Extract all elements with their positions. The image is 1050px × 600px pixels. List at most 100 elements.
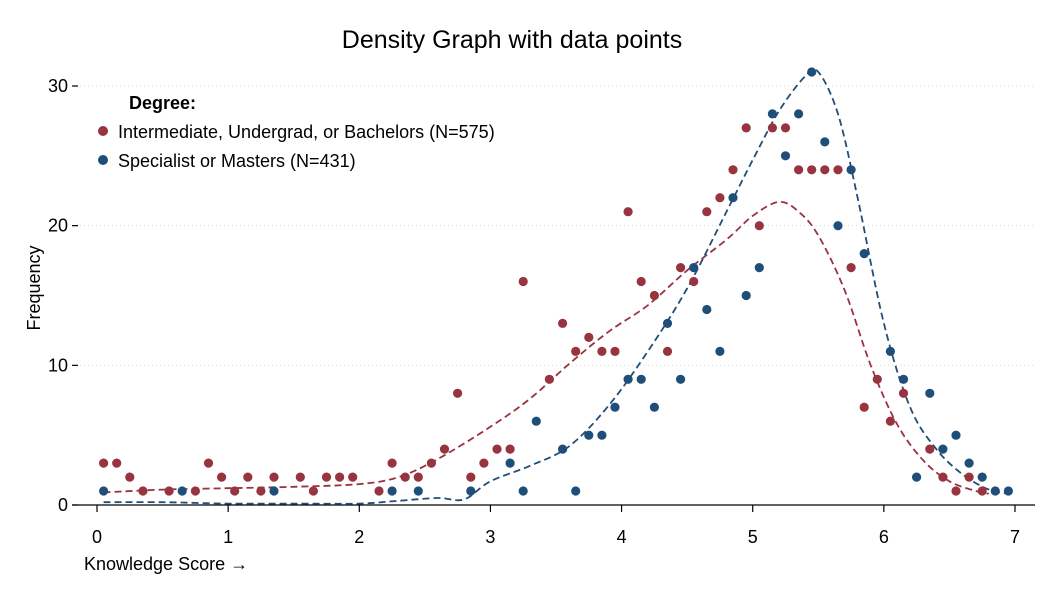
data-point-bachelors [112,458,122,468]
data-point-masters [413,486,423,496]
data-point-bachelors [99,458,109,468]
data-point-masters [938,444,948,454]
data-point-bachelors [217,472,227,482]
data-point-bachelors [505,444,515,454]
data-point-bachelors [203,458,214,468]
x-tick-label: 5 [748,527,758,547]
data-point-masters [702,304,712,315]
data-point-bachelors [623,207,633,217]
data-point-bachelors [295,472,305,482]
data-point-bachelors [243,472,253,482]
data-point-bachelors [230,486,240,496]
data-point-masters [833,221,843,231]
data-point-bachelors [439,444,450,454]
data-point-bachelors [190,486,200,496]
data-point-bachelors [807,165,817,175]
data-point-masters [990,486,1000,496]
data-point-bachelors [544,374,555,384]
data-point-masters [636,374,646,384]
data-point-bachelors [584,332,594,342]
data-point-masters [912,472,922,482]
data-point-bachelors [925,444,935,454]
data-point-masters [977,472,987,482]
data-point-masters [1003,486,1014,496]
y-axis-label: Frequency [24,245,44,330]
data-point-masters [558,444,568,454]
data-point-masters [676,374,686,384]
data-point-masters [754,263,764,273]
x-tick-label: 2 [354,527,364,547]
data-point-bachelors [269,472,279,482]
data-point-masters [951,430,961,440]
data-point-bachelors [164,486,174,496]
data-point-bachelors [335,472,345,482]
data-point-masters [466,486,476,496]
density-curve-bachelors [103,200,989,495]
data-points [99,67,1014,496]
density-curve-masters [103,67,1009,505]
data-point-bachelors [125,472,135,482]
legend-marker-masters [98,155,108,165]
data-point-masters [728,193,738,203]
x-tick-label: 4 [617,527,627,547]
data-point-bachelors [780,123,791,133]
data-point-masters [741,290,751,301]
data-point-masters [99,486,109,496]
gridlines [72,85,1035,366]
data-point-bachelors [138,486,148,496]
y-tick-label: 30 [48,76,68,96]
data-point-masters [898,374,909,384]
x-tick-label: 3 [485,527,495,547]
data-point-masters [794,109,804,119]
data-point-bachelors [702,207,712,217]
data-point-bachelors [374,486,384,496]
data-point-bachelors [951,486,961,496]
axes: 0 10 20 30 0 1 2 3 4 5 6 7 [48,76,1035,547]
data-point-masters [689,263,699,273]
data-point-bachelors [741,123,751,133]
data-point-bachelors [610,346,620,356]
data-point-bachelors [256,486,266,496]
legend-marker-bachelors [98,126,108,136]
data-point-masters [649,402,660,412]
data-point-masters [925,388,935,398]
data-point-masters [584,430,594,440]
data-point-bachelors [321,472,332,482]
legend: Degree: Intermediate, Undergrad, or Bach… [98,93,495,171]
data-point-bachelors [898,388,909,398]
y-tick-label: 0 [58,495,68,515]
legend-title: Degree: [129,93,196,113]
legend-label-bachelors: Intermediate, Undergrad, or Bachelors (N… [118,122,495,142]
y-tick-label: 10 [48,355,68,375]
data-point-masters [885,346,896,356]
data-point-bachelors [518,276,528,287]
data-point-bachelors [820,165,830,175]
data-point-bachelors [597,346,607,356]
data-point-bachelors [833,165,843,175]
data-point-masters [387,486,397,496]
x-tick-label: 0 [92,527,102,547]
density-curves [103,67,1009,505]
data-point-bachelors [676,263,686,273]
x-tick-label: 1 [223,527,233,547]
data-point-masters [623,374,633,384]
data-point-masters [859,249,869,259]
data-point-masters [807,67,817,77]
data-point-bachelors [636,276,646,287]
data-point-bachelors [938,472,948,482]
data-point-bachelors [426,458,436,468]
data-point-bachelors [413,472,423,482]
data-point-masters [518,486,528,496]
data-point-bachelors [872,374,882,384]
data-point-bachelors [387,458,397,468]
data-point-bachelors [453,388,463,398]
data-point-masters [269,486,279,496]
data-point-bachelors [492,444,502,454]
x-axis-label: Knowledge Score → [84,554,248,574]
data-point-bachelors [400,472,410,482]
data-point-bachelors [558,318,568,328]
data-point-masters [531,416,541,426]
data-point-masters [177,486,187,496]
data-point-bachelors [649,290,660,301]
